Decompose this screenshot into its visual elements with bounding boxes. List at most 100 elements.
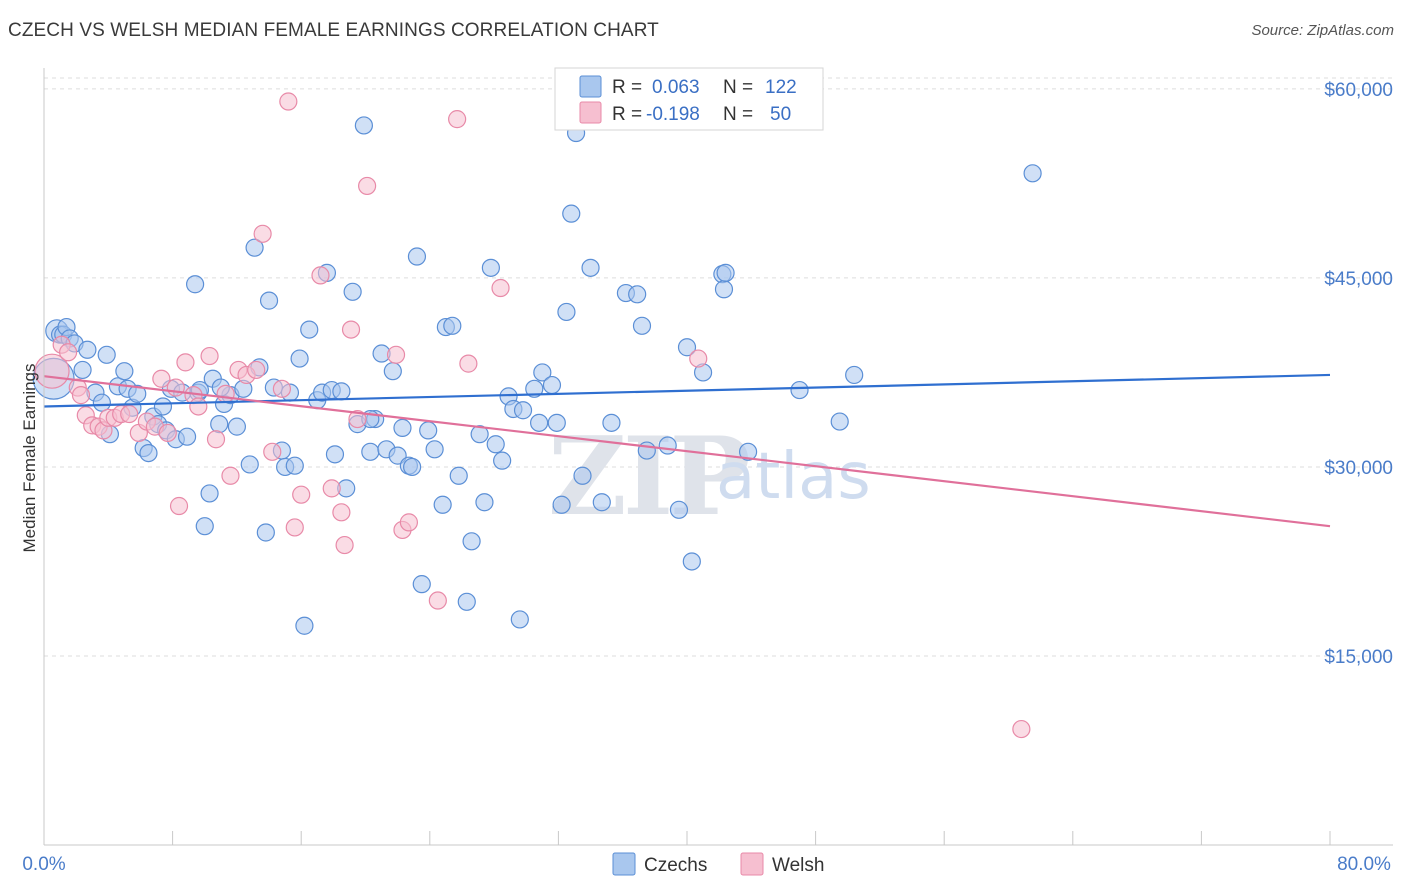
welsh-point [189,397,208,416]
czech-point [481,258,500,277]
welsh-point [285,518,304,537]
welsh-point [263,442,282,461]
czech-point [343,282,362,301]
welsh-point [322,479,341,498]
czech-point [632,316,652,335]
welsh-point [311,266,330,285]
bottom-legend: Czechs Welsh [612,852,824,876]
czech-point [407,247,427,266]
czech-point [259,291,279,310]
czech-point [462,532,481,551]
czech-point [845,365,864,385]
x-tick-label-max: 80.0% [1337,854,1391,875]
bottom-legend-czech-swatch [612,852,636,876]
czech-point [227,417,246,436]
welsh-point [176,353,195,372]
czech-point [470,425,489,444]
czech-point [240,455,259,474]
welsh-point [335,535,354,555]
welsh-point [221,466,240,485]
legend-welsh-n-label: N = [723,104,753,125]
welsh-point [59,343,78,362]
czech-point [97,345,116,364]
czech-point [525,379,544,398]
czech-point [383,362,402,381]
czech-point [1023,164,1042,183]
czech-point [658,436,677,455]
czech-point [412,575,431,594]
welsh-point [459,354,478,373]
czech-point [186,275,205,294]
czech-point [195,517,214,536]
czech-point [790,380,809,400]
welsh-point [332,503,351,522]
czech-point [245,238,264,257]
legend-czech-n-label: N = [723,77,753,98]
welsh-points [34,92,1031,739]
czech-point [78,340,97,359]
czech-point [92,393,111,412]
czech-point [830,412,849,431]
czech-point [290,349,309,368]
czech-point [573,466,592,485]
czech-point [285,456,304,475]
welsh-point [1012,719,1031,739]
welsh-point [71,386,91,405]
welsh-point [386,345,406,364]
czech-point [637,441,656,460]
czech-point [714,280,734,299]
czech-point [210,415,229,434]
czech-point [669,500,689,519]
welsh-point [247,360,266,380]
czech-point [547,413,566,432]
top-legend: R = 0.063 N = 122 R = -0.198 N = 50 [554,67,824,131]
czech-point [581,258,600,277]
welsh-point [200,346,219,366]
welsh-point [158,423,177,443]
czech-point [388,446,407,465]
x-tick-label-min: 0.0% [22,854,65,875]
czech-point [115,362,134,381]
welsh-point [689,349,708,368]
welsh-point [120,404,139,424]
czech-points [32,116,1042,635]
czech-point [425,440,444,459]
welsh-point [166,378,185,397]
chart-source: Source: ZipAtlas.com [1251,22,1394,39]
axes [43,68,1393,846]
welsh-point [341,320,361,339]
y-axis-label: Median Female Earnings [20,364,39,553]
czech-point [419,421,438,440]
welsh-point [272,379,292,398]
welsh-point [152,369,171,388]
chart-title: CZECH VS WELSH MEDIAN FEMALE EARNINGS CO… [8,20,659,41]
welsh-point [428,591,447,610]
czech-point [73,360,92,380]
czech-point [332,382,351,401]
welsh-point [216,384,235,403]
czech-point [628,285,647,304]
bottom-legend-welsh-swatch [740,852,764,876]
welsh-point [279,92,298,111]
czech-point [682,552,701,571]
y-tick-label-60000: $60,000 [1324,80,1393,101]
czech-point [449,466,468,485]
czech-point [177,427,197,446]
czech-point [510,610,529,629]
czech-point [443,316,462,335]
czech-point [403,457,422,477]
bottom-legend-czech-label: Czechs [644,855,707,876]
czech-point [393,418,412,437]
czech-point [325,445,345,464]
czech-point [486,435,505,454]
y-tick-labels: $15,000 $30,000 $45,000 $60,000 [1324,80,1393,668]
legend-czech-n-value: 122 [765,77,797,98]
czech-point [542,375,562,395]
czech-point [256,523,275,542]
czech-point [457,592,476,611]
y-tick-label-45000: $45,000 [1324,269,1393,290]
legend-welsh-r-label: R = [612,104,642,125]
czech-point [552,495,571,514]
trend-lines [43,373,1331,528]
